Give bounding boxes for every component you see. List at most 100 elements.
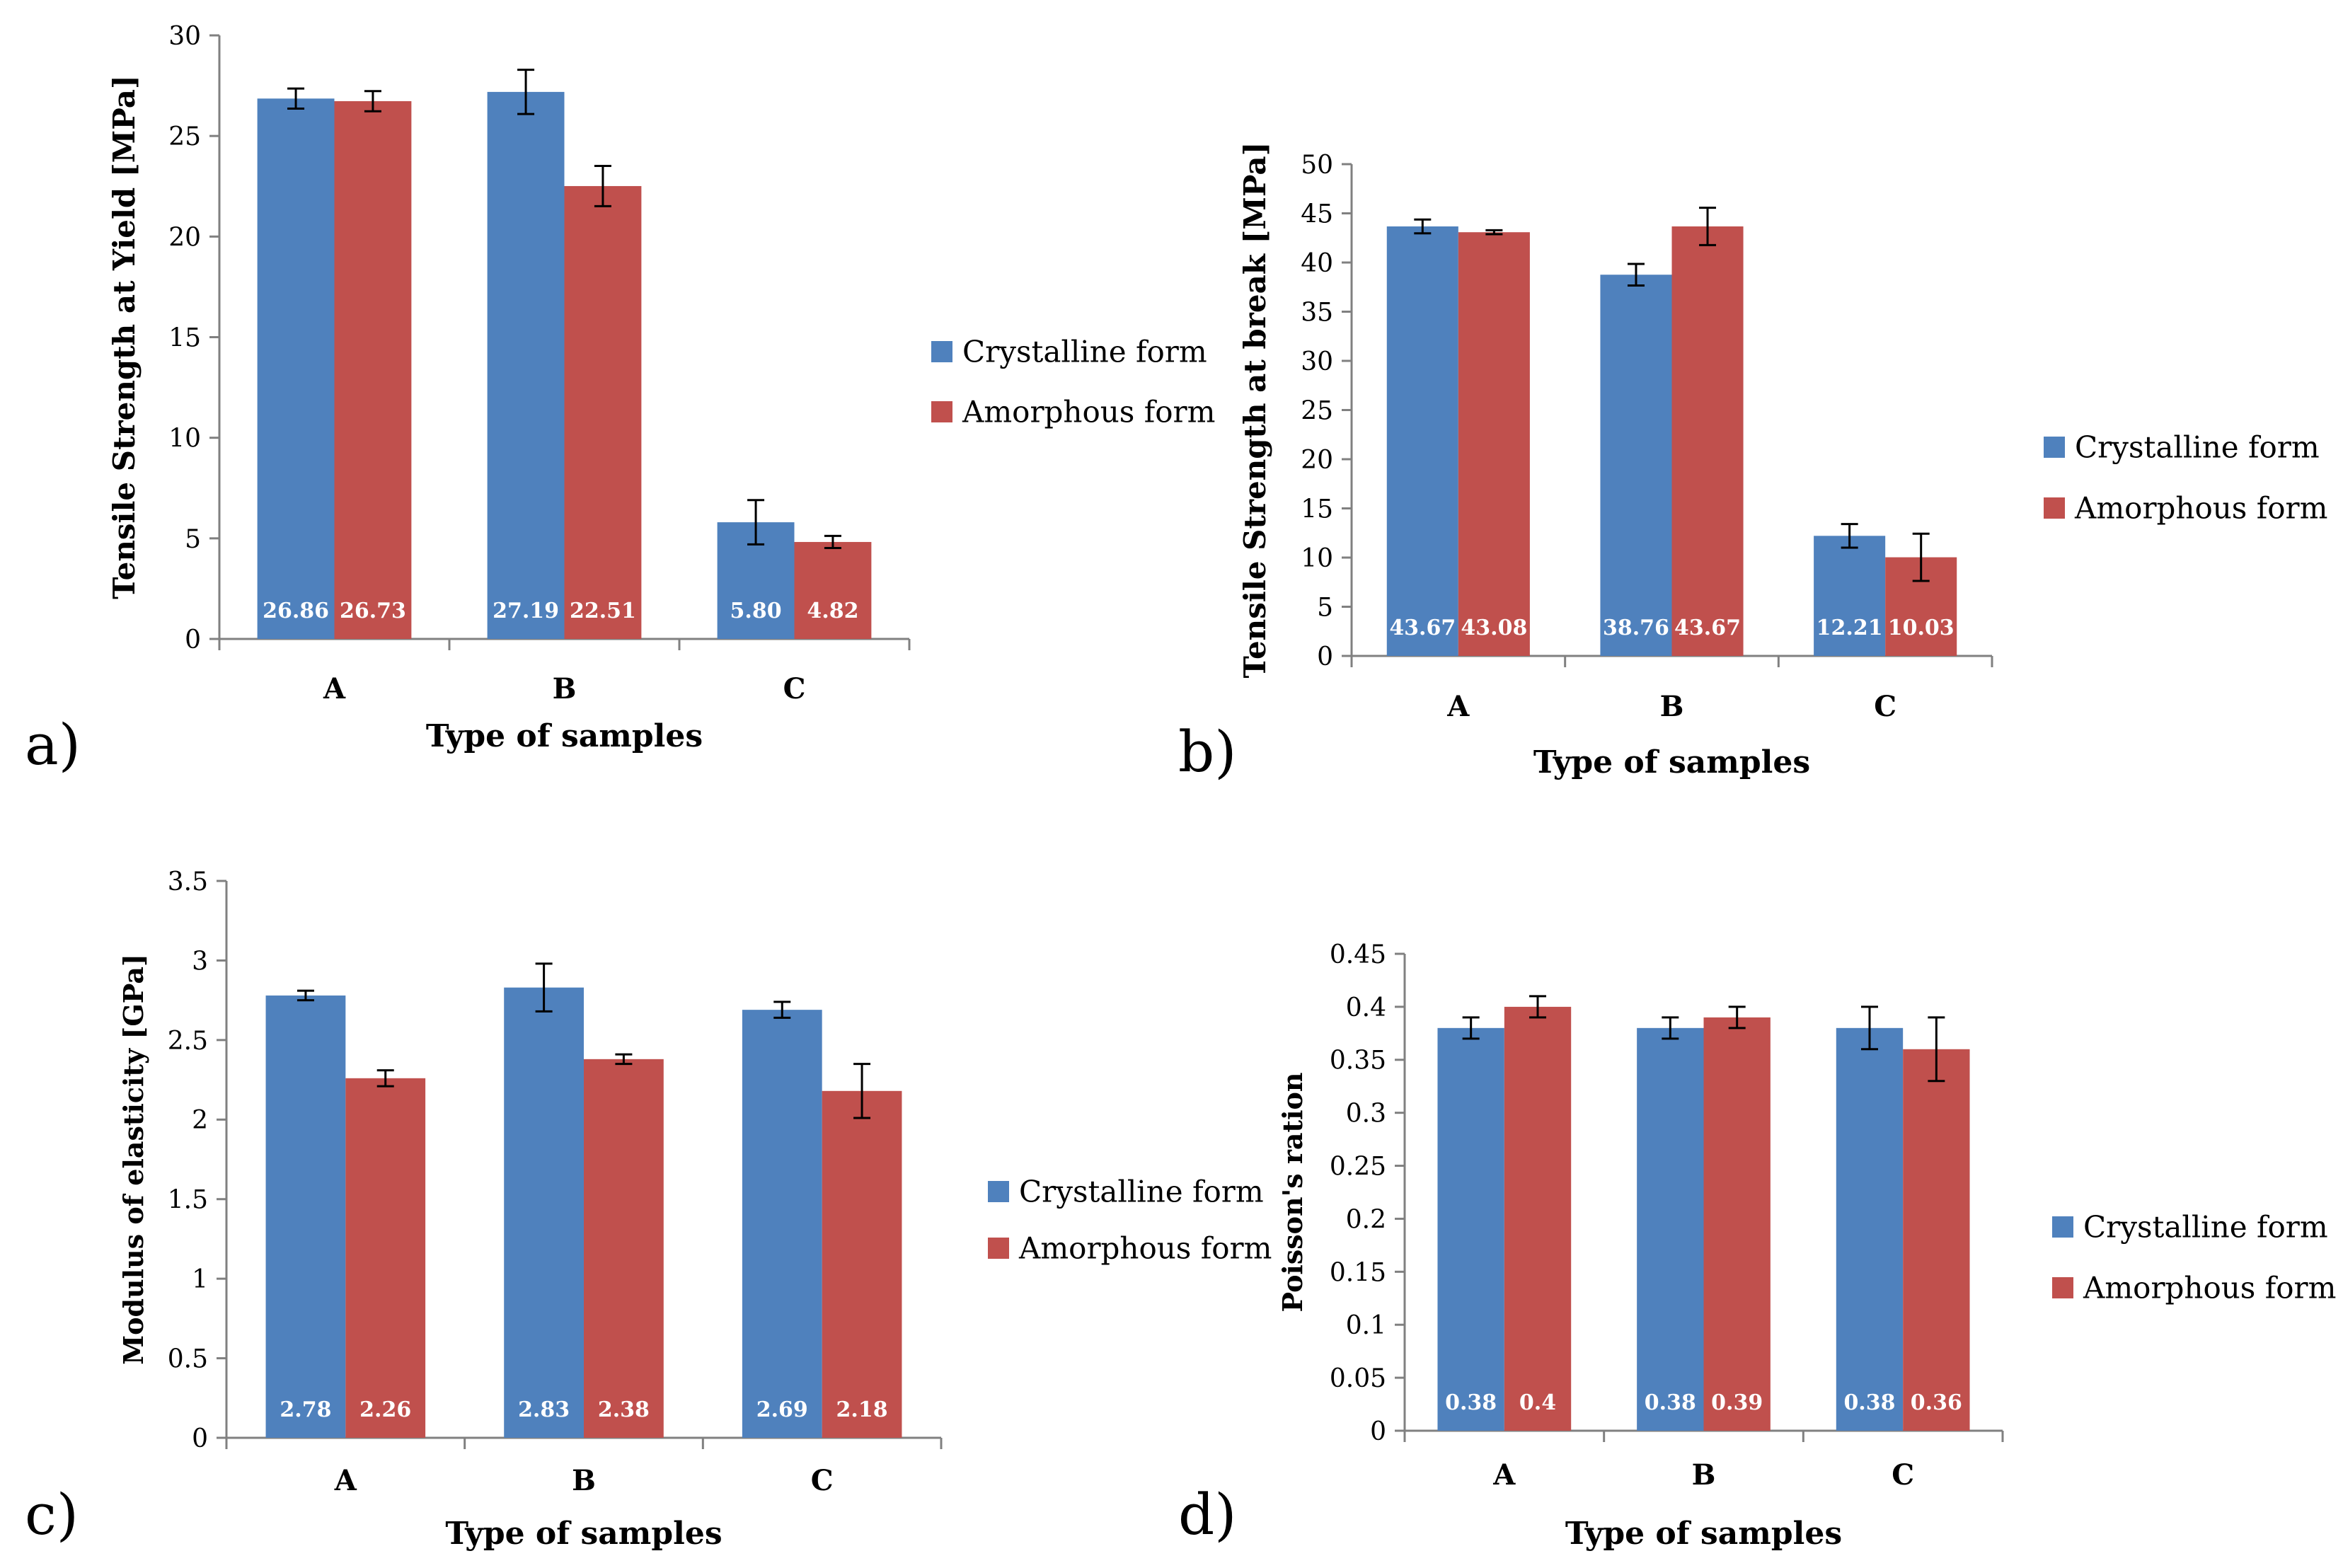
x-tick-label: A: [1446, 690, 1470, 723]
y-tick-label: 1: [192, 1265, 208, 1294]
data-label: 2.78: [280, 1397, 331, 1422]
y-axis-title: Tensile Strength at Yield [MPa]: [107, 75, 142, 599]
x-tick-label: B: [572, 1464, 596, 1497]
y-tick-label: 2: [192, 1106, 208, 1135]
y-tick-label: 35: [1301, 298, 1333, 327]
y-tick-label: 0.45: [1330, 940, 1386, 969]
data-label: 27.19: [493, 599, 559, 623]
legend-swatch: [2044, 437, 2065, 458]
data-label: 4.82: [807, 599, 858, 623]
bar-crystalline-A[interactable]: [265, 995, 346, 1438]
data-label: 43.67: [1674, 616, 1741, 640]
y-tick-label: 3.5: [168, 867, 208, 897]
y-tick-label: 0.05: [1330, 1364, 1386, 1393]
y-tick-label: 30: [1301, 347, 1333, 376]
data-label: 2.38: [598, 1397, 650, 1422]
x-tick-label: C: [783, 672, 806, 705]
bar-amorphous-C[interactable]: [1903, 1049, 1970, 1431]
y-tick-label: 25: [168, 122, 201, 151]
bar-amorphous-A[interactable]: [1458, 232, 1530, 656]
y-tick-label: 10: [168, 425, 201, 454]
x-tick-label: B: [1660, 690, 1684, 723]
y-tick-label: 40: [1301, 249, 1333, 278]
bar-crystalline-B[interactable]: [1600, 275, 1672, 657]
y-tick-label: 0.4: [1346, 993, 1386, 1022]
legend-label: Amorphous form: [962, 395, 1215, 430]
legend-label: Amorphous form: [1018, 1231, 1272, 1266]
x-tick-label: B: [1692, 1458, 1716, 1492]
x-axis-title: Type of samples: [426, 718, 703, 754]
x-axis-title: Type of samples: [445, 1516, 722, 1552]
legend-label: Crystalline form: [962, 335, 1207, 369]
bar-amorphous-B[interactable]: [564, 185, 642, 639]
data-label: 0.38: [1645, 1390, 1696, 1415]
bar-amorphous-A[interactable]: [1504, 1006, 1572, 1431]
y-tick-label: 5: [1317, 593, 1333, 622]
data-label: 0.38: [1843, 1390, 1895, 1415]
x-axis-title: Type of samples: [1533, 744, 1810, 780]
y-tick-label: 2.5: [168, 1027, 208, 1056]
bar-crystalline-C[interactable]: [1814, 536, 1886, 656]
bar-crystalline-A[interactable]: [1386, 226, 1458, 656]
panel-label: b): [1178, 719, 1236, 785]
legend: Crystalline form Amorphous form: [2052, 1210, 2336, 1305]
legend-label: Crystalline form: [1019, 1175, 1264, 1209]
y-axis-title: Tensile Strength at break [MPa]: [1238, 142, 1272, 679]
data-label: 43.08: [1461, 616, 1527, 640]
y-axis-title: Poisson's ration: [1277, 1073, 1308, 1313]
legend: Crystalline form Amorphous form: [988, 1175, 1272, 1266]
y-axis-title: Modulus of elasticity [GPa]: [117, 954, 149, 1365]
y-tick-label: 0: [185, 626, 201, 655]
x-tick-label: B: [553, 672, 577, 705]
x-tick-label: A: [334, 1464, 357, 1497]
data-label: 0.38: [1445, 1390, 1497, 1415]
legend-swatch: [988, 1238, 1009, 1259]
y-tick-label: 30: [168, 22, 201, 51]
bar-crystalline-B[interactable]: [504, 987, 584, 1438]
y-tick-label: 0: [192, 1424, 208, 1453]
bar-amorphous-B[interactable]: [1671, 226, 1744, 656]
data-label: 22.51: [570, 599, 636, 623]
data-label: 38.76: [1603, 616, 1669, 640]
y-tick-label: 20: [1301, 446, 1333, 475]
data-label: 0.39: [1711, 1390, 1763, 1415]
y-tick-label: 25: [1301, 396, 1333, 425]
y-tick-label: 0: [1317, 642, 1333, 671]
y-tick-label: 0.15: [1330, 1258, 1386, 1287]
y-tick-label: 0.35: [1330, 1047, 1386, 1076]
chart-panel-3: 0 0.5 1 1.5 2 2.5 3 3.5 2.78 2.26 A 2.83 2.38 B 2.69 2.…: [25, 867, 1272, 1552]
bar-amorphous-B[interactable]: [1703, 1017, 1771, 1431]
y-tick-label: 0.2: [1346, 1205, 1386, 1234]
bar-amorphous-A[interactable]: [334, 100, 412, 640]
legend-label: Amorphous form: [2074, 491, 2327, 526]
bar-amorphous-B[interactable]: [584, 1059, 664, 1438]
data-label: 2.69: [756, 1397, 808, 1422]
bar-crystalline-B[interactable]: [1637, 1027, 1704, 1431]
data-label: 2.18: [836, 1397, 888, 1422]
bar-amorphous-C[interactable]: [794, 541, 872, 639]
y-tick-label: 0: [1370, 1417, 1386, 1446]
bar-crystalline-C[interactable]: [1836, 1027, 1904, 1431]
y-tick-label: 1.5: [168, 1186, 208, 1215]
legend: Crystalline form Amorphous form: [931, 335, 1215, 430]
legend-swatch: [931, 341, 952, 362]
y-tick-label: 15: [1301, 495, 1333, 524]
bar-amorphous-A[interactable]: [345, 1078, 426, 1438]
data-label: 2.83: [518, 1397, 570, 1422]
legend-label: Crystalline form: [2075, 430, 2320, 465]
data-label: 12.21: [1817, 616, 1883, 640]
data-label: 5.80: [730, 599, 782, 623]
legend-swatch: [988, 1181, 1009, 1202]
bar-crystalline-C[interactable]: [742, 1010, 822, 1438]
bar-crystalline-A[interactable]: [1437, 1027, 1504, 1431]
bar-crystalline-A[interactable]: [257, 98, 335, 640]
legend: Crystalline form Amorphous form: [2044, 430, 2327, 526]
panel-label: c): [25, 1482, 79, 1547]
x-tick-label: C: [811, 1464, 834, 1497]
bar-crystalline-B[interactable]: [487, 91, 565, 640]
legend-swatch: [2044, 497, 2065, 519]
y-tick-label: 3: [192, 947, 208, 976]
bar-amorphous-C[interactable]: [822, 1090, 902, 1438]
